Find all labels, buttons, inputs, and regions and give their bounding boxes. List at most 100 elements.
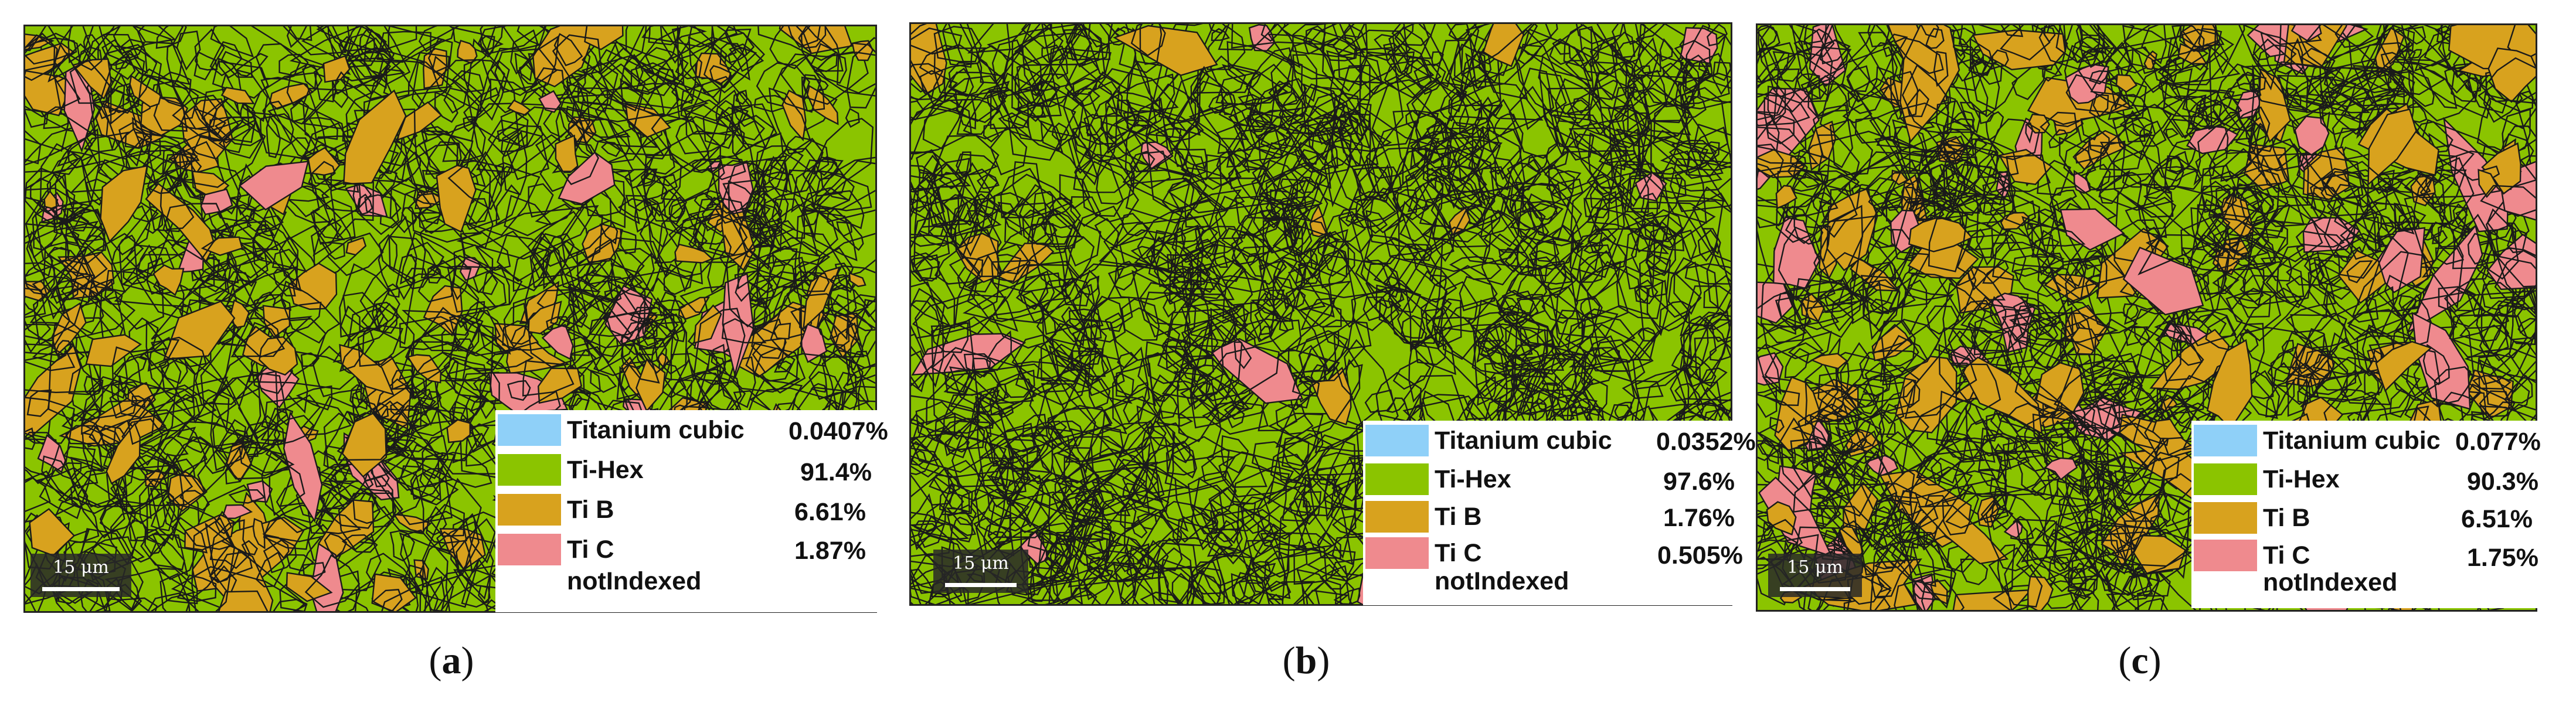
grain-boundary [1290,179,1328,223]
scale-bar-a: 15 μm [30,554,131,597]
grain-boundary [783,135,830,175]
legend-row-titanium-cubic: Titanium cubic [495,412,745,448]
grain-boundary [25,477,51,512]
grain-boundary [1758,394,1846,478]
grain-boundary [1073,347,1106,377]
grain-boundary [1459,275,1496,312]
grain-boundary [2157,320,2204,381]
grain-boundary [562,393,583,407]
grain-boundary [2508,340,2536,384]
grain-boundary [693,308,746,386]
grain-boundary [1826,188,1878,271]
grain-boundary [165,501,234,550]
grain-boundary [25,26,46,52]
legend-row-ti-hex: Ti-Hex [1363,462,1511,497]
grain-boundary [990,126,1028,176]
legend-row-ti-hex: Ti-Hex [495,452,644,487]
grain-boundary [2080,116,2101,141]
grain-boundary [1758,77,1785,114]
grain-boundary [1116,554,1136,572]
grain-boundary [983,123,1000,143]
grain-boundary [738,115,775,149]
grain-boundary [1703,275,1731,309]
grain-boundary [528,301,562,335]
grain-boundary [577,87,609,114]
grain-boundary [2006,403,2046,433]
grain-boundary [1790,438,1851,499]
grain-boundary [2136,183,2174,218]
grain-boundary [1758,165,1827,209]
grain-boundary [942,24,973,68]
grain-boundary [2027,113,2050,134]
grain-boundary [2005,305,2059,384]
grain-boundary [2517,318,2536,340]
grain-boundary [916,149,940,175]
grain-boundary [932,170,983,260]
grain-boundary [134,131,200,164]
legend-row-ti-c: Ti C [495,532,614,567]
grain-boundary [1712,62,1731,96]
grain-boundary [252,517,266,550]
grain-boundary [502,131,528,196]
grain-boundary [2228,234,2273,265]
grain-boundary [214,116,263,146]
grain-boundary [1621,328,1657,361]
grain-boundary [1911,543,1957,609]
grain-boundary [2130,314,2182,407]
grain-boundary [709,212,748,256]
grain-boundary [1091,481,1131,517]
grain-boundary [1088,557,1105,572]
grain-boundary [1452,193,1495,237]
grain-boundary [1107,263,1182,301]
grain-boundary [1851,193,1911,298]
grain-boundary [1821,188,1858,238]
grain-boundary [1956,234,2017,291]
grain-boundary [963,89,1023,140]
grain-boundary [1301,564,1354,604]
grain-boundary [124,128,148,149]
grain-boundary [1866,507,1936,587]
grain-boundary [2094,373,2160,445]
grain-boundary [732,91,756,128]
grain-boundary [417,260,456,303]
grain-boundary [1260,532,1334,551]
legend-row-ti-c: Ti C [1363,536,1481,571]
grain-boundary [2057,298,2096,353]
grain-boundary [111,346,142,396]
grain-boundary [1817,134,1860,182]
grain-boundary [25,514,59,570]
grain-boundary [1226,147,1251,168]
grain-boundary [1164,436,1230,490]
grain-boundary [25,343,76,371]
grain-boundary [1171,431,1197,479]
grain-boundary [1011,334,1073,384]
grain-boundary [1846,42,1899,103]
grain-boundary [1995,450,2089,502]
grain-boundary [1787,330,1832,364]
grain-boundary [1775,185,1798,210]
grain-boundary [262,533,290,560]
grain-boundary [1218,24,1279,51]
grain-boundary [2297,377,2312,404]
grain-boundary [2133,534,2186,575]
grain-boundary [1594,339,1646,383]
grain-boundary [2067,562,2099,600]
grain-boundary [625,26,647,59]
grain-boundary [86,33,140,66]
grain-boundary [1136,405,1175,448]
grain-boundary [1221,435,1249,474]
grain-boundary [288,262,338,311]
grain-boundary [1581,308,1619,339]
grain-boundary [1608,104,1645,178]
grain-boundary [326,232,384,277]
grain-boundary [312,217,342,257]
grain-boundary [545,240,597,288]
grain-boundary [57,464,156,514]
grain-boundary [1297,247,1318,271]
grain-boundary [1674,162,1731,192]
grain-boundary [617,198,654,221]
grain-boundary [2068,517,2099,586]
grain-boundary [2492,311,2510,325]
grain-boundary [2041,253,2064,274]
grain-boundary [1131,270,1197,345]
